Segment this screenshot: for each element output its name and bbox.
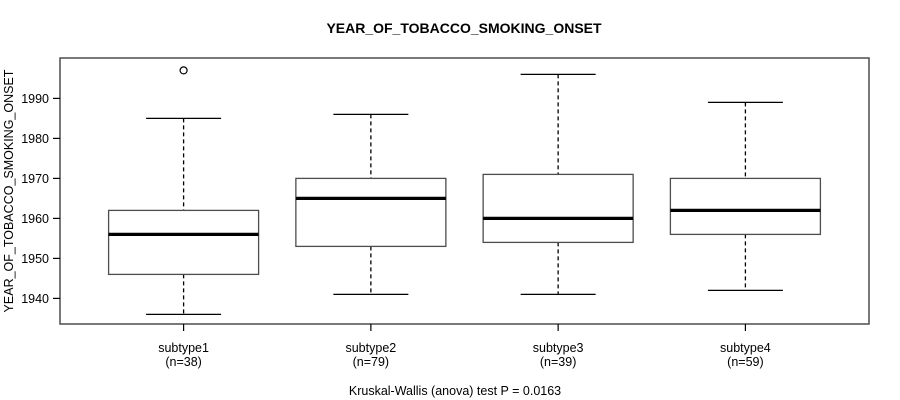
stat-test-annotation: Kruskal-Wallis (anova) test P = 0.0163	[349, 384, 561, 398]
y-axis-tick-label: 1960	[21, 212, 49, 226]
x-axis-group-count: (n=38)	[165, 355, 201, 369]
x-axis-group-count: (n=59)	[727, 355, 763, 369]
x-axis-group-label: subtype1	[158, 341, 209, 355]
plot-content: 1940 1950 1960 1970 1980 1990 subtype1(n=38) su…	[21, 66, 822, 369]
x-axis-group-label: subtype3	[533, 341, 584, 355]
x-axis-group-count: (n=79)	[353, 355, 389, 369]
x-axis-group-label: subtype4	[720, 341, 771, 355]
boxplot-box-subtype2	[295, 177, 447, 248]
boxplot-box-subtype1	[107, 209, 260, 276]
boxplot-box-subtype4	[669, 177, 822, 236]
y-axis-tick-label: 1990	[21, 92, 49, 106]
y-axis-tick-label: 1950	[21, 252, 49, 266]
outlier-point	[179, 66, 188, 75]
y-axis-tick-label: 1980	[21, 132, 49, 146]
y-axis-title: YEAR_OF_TOBACCO_SMOKING_ONSET	[2, 69, 16, 312]
y-axis-tick-label: 1970	[21, 172, 49, 186]
boxplot-box-subtype3	[482, 173, 634, 244]
chart-title: YEAR_OF_TOBACCO_SMOKING_ONSET	[326, 20, 602, 36]
x-axis-group-label: subtype2	[345, 341, 396, 355]
x-axis-group-count: (n=39)	[540, 355, 576, 369]
plot-frame	[59, 57, 870, 325]
y-axis-tick-label: 1940	[21, 292, 49, 306]
